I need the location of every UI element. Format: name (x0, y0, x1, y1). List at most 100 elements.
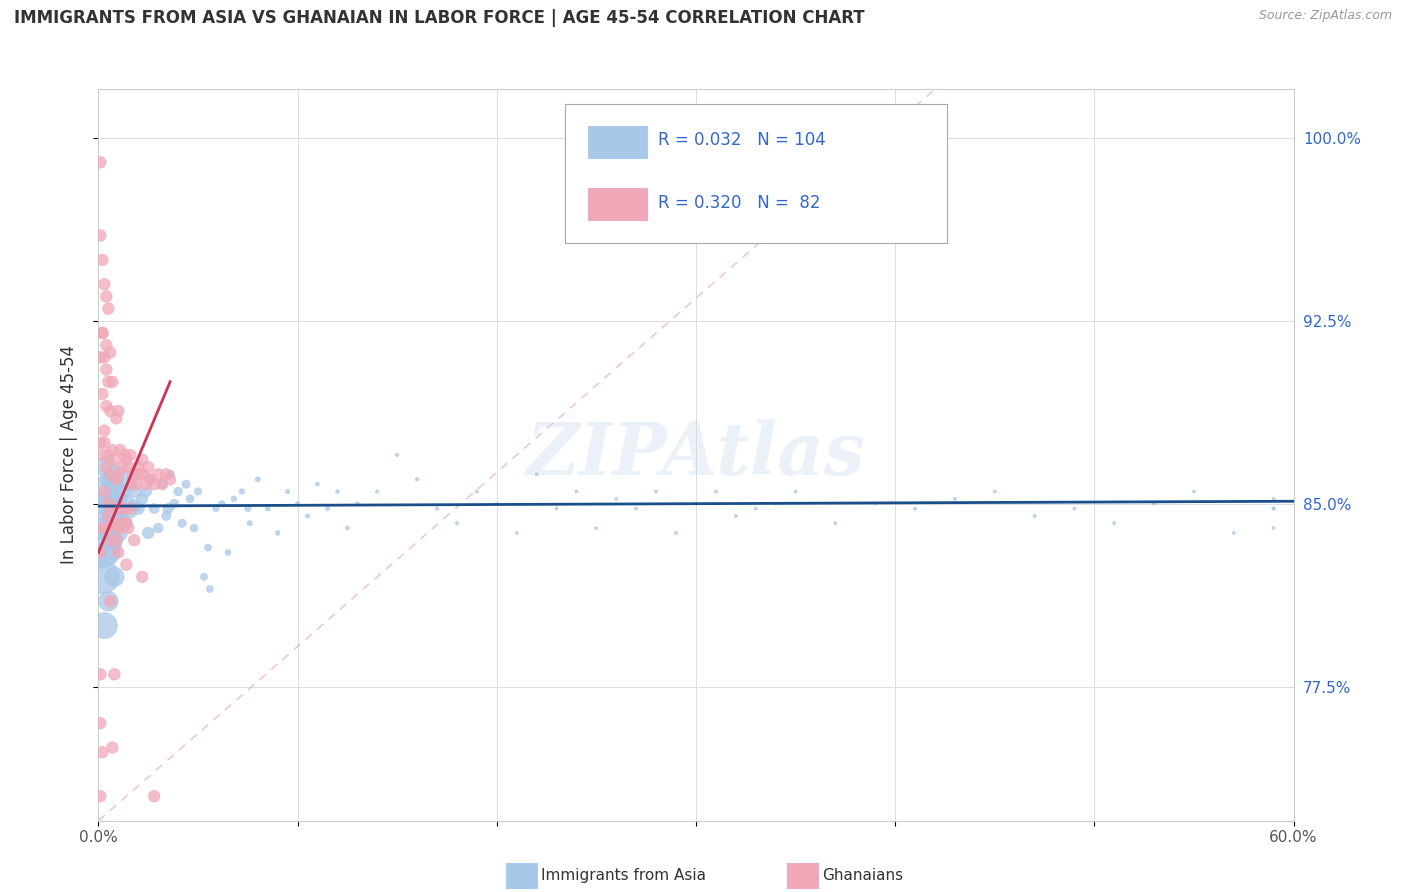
Point (187, 484, 209, 499)
Point (91, 387, 114, 401)
Point (112, 501, 135, 516)
Point (785, 484, 807, 499)
Point (91, 745, 114, 759)
Point (96, 362, 118, 376)
Text: R = 0.032   N = 104: R = 0.032 N = 104 (658, 131, 825, 149)
Point (93, 521, 115, 535)
Point (101, 375, 124, 389)
Point (157, 501, 180, 516)
Point (97, 545, 120, 559)
Point (105, 467, 128, 482)
Point (120, 504, 142, 518)
Point (136, 525, 159, 540)
Point (824, 516, 846, 531)
Point (115, 558, 138, 572)
Point (465, 484, 488, 499)
Point (139, 472, 162, 486)
Point (150, 477, 173, 491)
Point (745, 501, 768, 516)
Point (129, 467, 152, 482)
Point (134, 467, 156, 482)
Point (316, 501, 339, 516)
Point (179, 491, 201, 506)
Text: Ghanaians: Ghanaians (823, 868, 904, 882)
Point (155, 508, 177, 523)
Point (91, 252, 114, 267)
Point (96, 338, 118, 352)
Point (943, 491, 966, 506)
Point (89, 351, 111, 365)
Point (336, 521, 359, 535)
Point (115, 452, 138, 467)
Point (100, 508, 122, 523)
Point (127, 460, 149, 475)
Point (101, 497, 124, 511)
Point (103, 570, 125, 584)
Point (136, 460, 159, 475)
FancyBboxPatch shape (589, 126, 647, 158)
Point (96, 399, 118, 413)
FancyBboxPatch shape (565, 103, 948, 243)
Point (101, 443, 124, 458)
Point (159, 467, 181, 482)
Point (97, 497, 120, 511)
Point (506, 525, 529, 540)
Y-axis label: In Labor Force | Age 45-54: In Labor Force | Age 45-54 (59, 345, 77, 565)
Point (346, 497, 368, 511)
Point (89, 155, 111, 169)
Point (96, 497, 118, 511)
Point (217, 545, 239, 559)
Point (96, 460, 118, 475)
Point (112, 448, 135, 462)
Point (150, 477, 173, 491)
Point (89, 716, 111, 731)
Text: IMMIGRANTS FROM ASIA VS GHANAIAN IN LABOR FORCE | AGE 45-54 CORRELATION CHART: IMMIGRANTS FROM ASIA VS GHANAIAN IN LABO… (14, 9, 865, 27)
Point (193, 570, 215, 584)
Point (1222, 525, 1246, 540)
Point (125, 484, 148, 499)
Point (117, 477, 139, 491)
Point (111, 516, 134, 531)
Point (665, 525, 688, 540)
Point (97, 594, 120, 608)
Point (135, 477, 157, 491)
Point (546, 501, 568, 516)
Point (107, 404, 129, 418)
Point (704, 484, 727, 499)
Point (406, 472, 429, 486)
Point (110, 501, 132, 516)
Point (297, 508, 319, 523)
Point (105, 472, 128, 486)
Point (183, 521, 205, 535)
Point (107, 545, 129, 559)
Point (89, 545, 111, 559)
Point (97, 301, 120, 316)
Point (1263, 501, 1285, 516)
Point (100, 533, 122, 548)
Point (605, 491, 627, 506)
Point (326, 484, 349, 499)
Point (100, 467, 122, 482)
Point (121, 467, 143, 482)
Point (100, 594, 122, 608)
Point (685, 497, 707, 511)
Text: R = 0.320   N =  82: R = 0.320 N = 82 (658, 194, 820, 211)
FancyBboxPatch shape (589, 188, 647, 220)
Point (96, 460, 118, 475)
Point (1063, 501, 1085, 516)
Point (148, 467, 170, 482)
Point (96, 289, 118, 303)
Point (231, 484, 253, 499)
Point (645, 484, 668, 499)
Point (93, 618, 115, 632)
Point (91, 484, 114, 499)
Point (159, 472, 181, 486)
Point (131, 452, 153, 467)
Point (155, 467, 177, 482)
Point (277, 484, 299, 499)
Point (101, 740, 124, 755)
Point (143, 501, 166, 516)
Point (526, 467, 548, 482)
Point (246, 472, 269, 486)
Point (111, 460, 134, 475)
